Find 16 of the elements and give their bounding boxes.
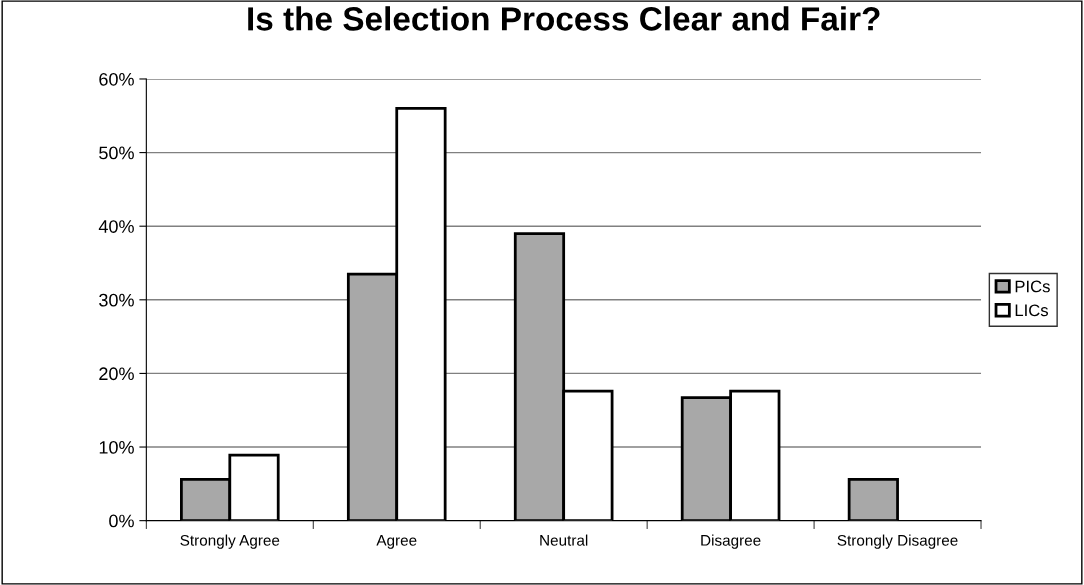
y-tick-label: 20% — [99, 367, 134, 381]
y-tick-label: 60% — [99, 72, 134, 86]
y-tick-label: 0% — [109, 514, 134, 528]
x-tick-label: Disagree — [701, 534, 761, 549]
y-tick-label: 50% — [99, 146, 134, 160]
y-tick-label: 40% — [98, 220, 134, 233]
x-tick-label: Strongly Agree — [180, 534, 280, 549]
legend-label: LICs — [1015, 304, 1049, 317]
y-tick-label: 30% — [99, 293, 134, 307]
bar — [847, 478, 899, 521]
chart-title: Is the Selection Process Clear and Fair? — [248, 6, 880, 31]
x-tick-label: Neutral — [540, 534, 588, 546]
legend-label: PICs — [1015, 280, 1050, 293]
x-tick-label: Strongly Disagree — [837, 534, 958, 549]
y-tick-label: 10% — [99, 440, 134, 454]
x-tick-label: Agree — [376, 535, 417, 549]
